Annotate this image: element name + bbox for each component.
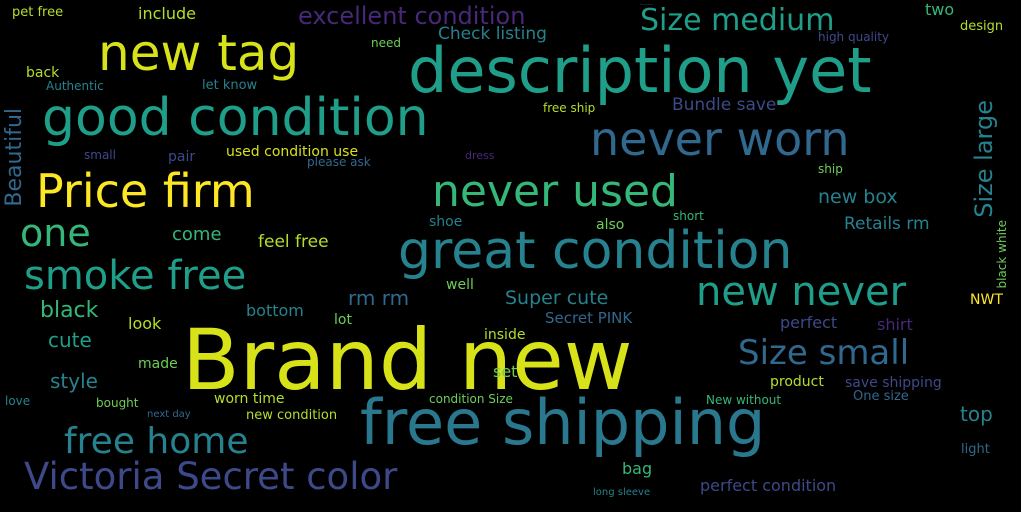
word: bag	[622, 459, 653, 478]
word: good condition	[42, 88, 429, 148]
word: well	[446, 277, 474, 293]
word: new condition	[246, 408, 338, 423]
word: need	[371, 36, 401, 50]
word: one	[20, 211, 91, 255]
word: small	[84, 148, 116, 162]
word: never used	[432, 166, 678, 217]
word: free ship	[543, 101, 596, 115]
word: Super cute	[505, 287, 609, 309]
word: Retails rm	[844, 214, 930, 234]
word: rm rm	[348, 286, 410, 310]
word: never worn	[590, 112, 850, 166]
word: Victoria Secret color	[24, 455, 398, 498]
word: black	[40, 298, 99, 323]
word: Size medium	[640, 3, 835, 38]
word: Beautiful	[2, 108, 27, 207]
word: free home	[64, 421, 249, 462]
word: love	[5, 394, 31, 408]
word: One size	[853, 389, 909, 404]
word: new box	[818, 186, 898, 208]
word: light	[961, 442, 990, 457]
word: new never	[696, 269, 907, 315]
word: style	[50, 369, 98, 393]
word: shoe	[429, 214, 463, 230]
word: Authentic	[46, 79, 104, 93]
word: pair	[168, 149, 196, 165]
word: long sleeve	[593, 487, 651, 498]
word: cute	[48, 328, 92, 352]
word: excellent condition	[298, 2, 526, 30]
word: great condition	[398, 221, 793, 281]
word: smoke free	[24, 253, 247, 299]
word: Size small	[738, 333, 910, 373]
word: come	[172, 224, 222, 245]
word: condition Size	[429, 392, 513, 406]
word: used condition use	[226, 144, 359, 160]
word: also	[596, 217, 625, 233]
word: shirt	[877, 315, 913, 334]
word: lot	[334, 312, 352, 328]
word: save shipping	[845, 375, 942, 391]
word: inside	[484, 327, 526, 343]
word: feel free	[258, 232, 329, 252]
word: dress	[465, 149, 495, 162]
word: black white	[995, 220, 1009, 289]
word: include	[138, 4, 196, 23]
word: please ask	[307, 155, 371, 169]
word: design	[960, 19, 1004, 34]
word: Bundle save	[672, 95, 777, 115]
word: Secret PINK	[545, 309, 633, 327]
word: two	[925, 0, 955, 19]
word: perfect condition	[700, 476, 837, 495]
word: Size medium	[640, 4, 653, 6]
word: perfect	[780, 313, 838, 332]
word: Size large	[970, 100, 998, 218]
word: NWT	[970, 292, 1003, 308]
word: New without	[706, 393, 782, 407]
word: description yet	[408, 34, 872, 107]
word: new tag	[98, 24, 300, 82]
word: next day	[147, 409, 191, 420]
word: look	[128, 314, 162, 333]
word: set	[493, 362, 518, 381]
word: product	[770, 374, 824, 390]
word: bought	[96, 396, 139, 410]
word: bottom	[246, 301, 304, 320]
word: short	[673, 209, 704, 223]
word: worn time	[214, 391, 285, 407]
word: let know	[202, 78, 258, 93]
word: pet free	[12, 5, 64, 20]
word: free shipping	[360, 386, 766, 459]
word: top	[960, 402, 993, 426]
word: Brand new	[182, 311, 633, 409]
word: made	[138, 356, 178, 372]
word: back	[26, 65, 60, 81]
word: Check listing	[438, 24, 547, 44]
word: ship	[818, 162, 843, 176]
word: high quality	[818, 30, 890, 44]
word: Price firm	[36, 164, 255, 218]
